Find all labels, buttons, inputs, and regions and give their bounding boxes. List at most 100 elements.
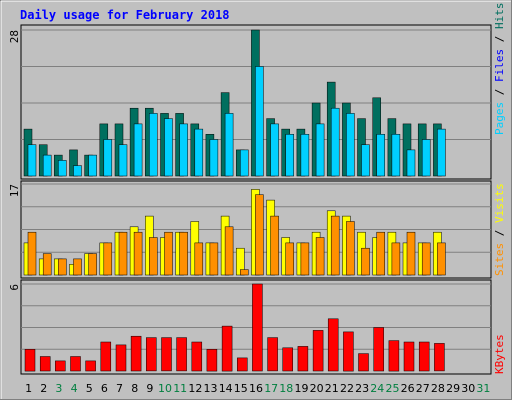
- bar-sites-day-4: [73, 258, 82, 276]
- legend-pages-files-hits-part-3: /: [493, 29, 506, 49]
- bar-files-day-1: [27, 144, 37, 177]
- bar-kbytes-day-8: [130, 335, 142, 372]
- bar-kbytes-day-27: [418, 341, 430, 372]
- panel-middle: 17: [8, 180, 492, 279]
- x-label-day-10: 10: [158, 382, 172, 395]
- x-label-day-14: 14: [219, 382, 233, 395]
- x-label-day-25: 25: [386, 382, 400, 395]
- bar-kbytes-day-28: [434, 343, 445, 372]
- bar-kbytes-day-19: [297, 346, 309, 372]
- legend-pages-files-hits: Pages / Files / Hits: [493, 3, 506, 136]
- legend-sites-visits-part-0: Sites: [493, 243, 506, 276]
- bar-sites-day-27: [421, 242, 431, 276]
- x-label-day-15: 15: [234, 382, 248, 395]
- x-axis-labels: 1 2 3 4 5 6 7 8 9 10 11 12 13 14 15 16 17 18 19 20 21 22 23 24 2…: [25, 382, 490, 395]
- bar-kbytes-day-5: [85, 360, 96, 372]
- legend-sites-visits-part-1: /: [493, 223, 506, 243]
- x-label-day-18: 18: [279, 382, 293, 395]
- x-label-day-21: 21: [325, 382, 339, 395]
- x-label-day-31: 31: [476, 382, 490, 395]
- bar-sites-day-28: [437, 242, 446, 276]
- bar-files-day-9: [149, 113, 158, 177]
- bar-sites-day-2: [42, 253, 52, 276]
- x-label-day-5: 5: [86, 382, 93, 395]
- x-label-day-28: 28: [431, 382, 445, 395]
- bar-sites-day-5: [88, 253, 97, 276]
- legend-pages-files-hits-part-1: /: [493, 82, 506, 102]
- bar-files-day-7: [118, 144, 128, 177]
- x-label-day-1: 1: [25, 382, 32, 395]
- y-max-label: 6: [8, 284, 21, 291]
- x-label-day-23: 23: [355, 382, 369, 395]
- bar-sites-day-21: [330, 215, 340, 276]
- x-label-day-4: 4: [71, 382, 78, 395]
- bar-files-day-14: [224, 113, 234, 177]
- bar-kbytes-day-1: [24, 349, 36, 372]
- bar-kbytes-day-13: [206, 349, 218, 372]
- x-label-day-22: 22: [340, 382, 354, 395]
- x-label-day-20: 20: [310, 382, 324, 395]
- bar-kbytes-day-6: [100, 341, 112, 372]
- bar-files-day-2: [42, 154, 52, 177]
- x-label-day-17: 17: [264, 382, 278, 395]
- bar-kbytes-day-10: [161, 337, 172, 372]
- legend-sites-visits-part-2: Visits: [493, 183, 506, 223]
- legend-pages-files-hits-part-2: Files: [493, 49, 506, 82]
- bar-sites-day-26: [406, 231, 416, 276]
- bar-kbytes-day-18: [282, 347, 293, 372]
- x-label-day-9: 9: [146, 382, 153, 395]
- bar-kbytes-day-26: [403, 341, 415, 372]
- bar-kbytes-day-3: [55, 360, 66, 372]
- bar-files-day-12: [194, 128, 204, 177]
- x-label-day-3: 3: [55, 382, 62, 395]
- x-label-day-29: 29: [446, 382, 460, 395]
- x-label-day-24: 24: [370, 382, 384, 395]
- bar-sites-day-13: [209, 242, 219, 276]
- bar-files-day-19: [300, 134, 310, 177]
- bar-sites-day-8: [133, 231, 143, 276]
- bar-files-day-3: [58, 160, 67, 177]
- legend-kbytes: KBytes: [493, 334, 506, 374]
- x-label-day-19: 19: [295, 382, 309, 395]
- legends: Pages / Files / Hits Sites / Visits KBytes: [493, 3, 506, 375]
- bar-files-day-20: [315, 123, 325, 177]
- bar-kbytes-day-9: [146, 337, 157, 372]
- x-label-day-27: 27: [416, 382, 430, 395]
- bar-sites-day-25: [391, 242, 401, 276]
- x-label-day-8: 8: [131, 382, 138, 395]
- x-label-day-26: 26: [401, 382, 415, 395]
- chart-title: Daily usage for February 2018: [20, 8, 230, 22]
- bar-kbytes-day-17: [267, 337, 278, 372]
- legend-pages-files-hits-part-4: Hits: [493, 3, 506, 30]
- bar-kbytes-day-16: [252, 283, 263, 372]
- chart-panels: 28 17 6: [8, 24, 492, 375]
- bar-kbytes-day-15: [237, 357, 248, 372]
- bar-files-day-28: [437, 128, 446, 177]
- bar-files-day-18: [285, 134, 294, 177]
- x-label-day-12: 12: [188, 382, 202, 395]
- bar-sites-day-12: [194, 242, 204, 276]
- bar-kbytes-day-14: [221, 325, 233, 372]
- bar-sites-day-17: [270, 215, 279, 276]
- bar-sites-day-18: [285, 242, 294, 276]
- bar-kbytes-day-11: [176, 337, 187, 372]
- bar-sites-day-3: [58, 258, 67, 276]
- bar-kbytes-day-25: [388, 340, 400, 372]
- bar-kbytes-day-2: [39, 356, 51, 372]
- bar-kbytes-day-21: [327, 318, 339, 372]
- bar-sites-day-10: [164, 231, 173, 276]
- bar-sites-day-19: [300, 242, 310, 276]
- bar-sites-day-16: [255, 194, 264, 276]
- bar-files-day-11: [179, 123, 188, 177]
- bar-sites-day-23: [361, 247, 370, 276]
- bar-files-day-4: [73, 165, 82, 177]
- bar-kbytes-day-4: [70, 356, 81, 372]
- bar-kbytes-day-20: [312, 330, 324, 372]
- bar-sites-day-15: [240, 269, 249, 276]
- bar-sites-day-7: [118, 231, 128, 276]
- bar-files-day-6: [103, 139, 113, 177]
- bar-files-day-10: [164, 118, 173, 177]
- bar-sites-day-6: [103, 242, 113, 276]
